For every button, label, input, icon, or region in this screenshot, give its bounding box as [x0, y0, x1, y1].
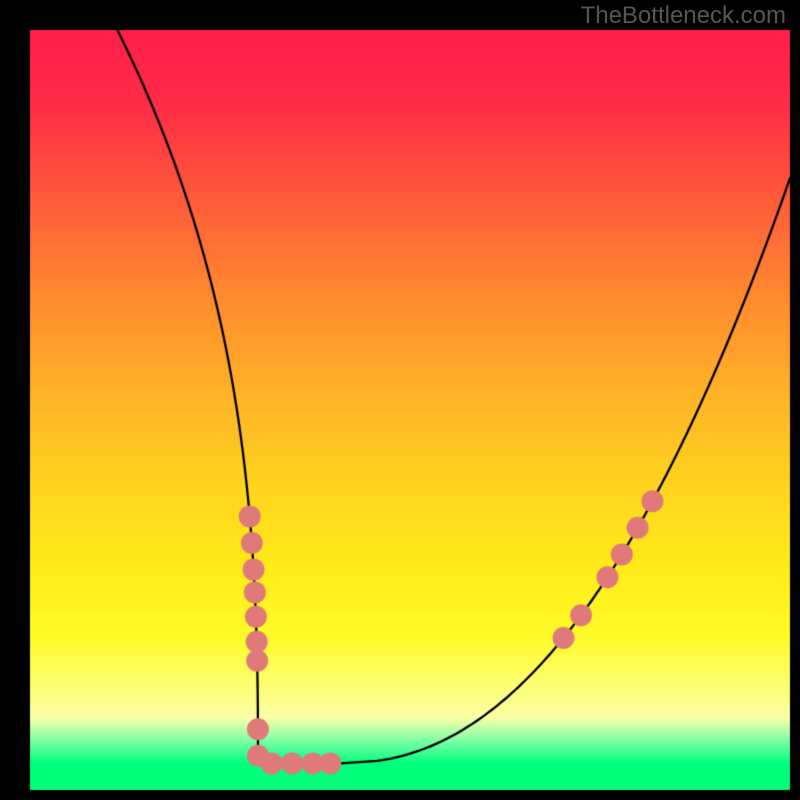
bottleneck-chart	[0, 0, 800, 800]
watermark-text: TheBottleneck.com	[581, 2, 786, 30]
